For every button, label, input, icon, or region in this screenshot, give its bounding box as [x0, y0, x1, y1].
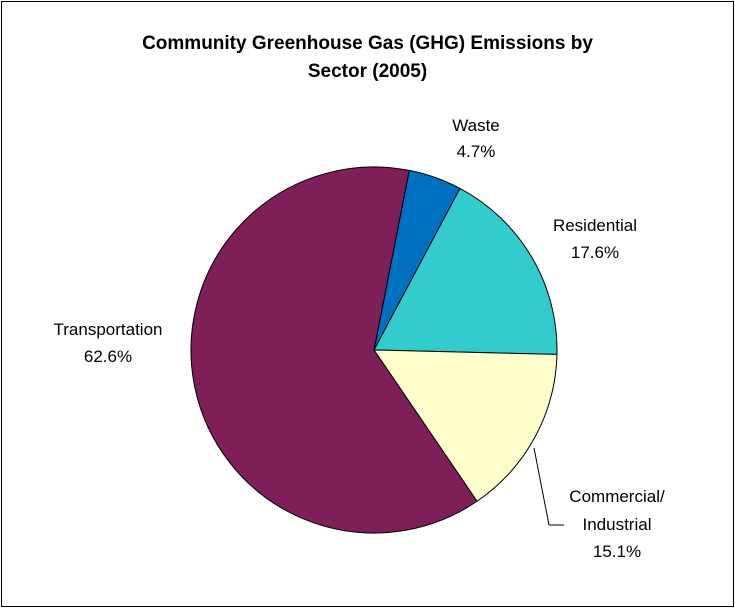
slice-label-commercial-industrial-2: Industrial: [583, 515, 652, 534]
chart-title-line-1: Community Greenhouse Gas (GHG) Emissions…: [142, 33, 593, 54]
slice-value-residential: 17.6%: [571, 243, 619, 262]
chart-title: Community Greenhouse Gas (GHG) Emissions…: [0, 30, 735, 86]
pie-slice-commercial: [373, 349, 558, 502]
slice-value-transportation: 62.6%: [84, 347, 132, 366]
slice-label-transportation: Transportation: [54, 320, 163, 339]
pie-slice-transportation: [190, 166, 478, 534]
leader-line-commercial-industrial: [533, 447, 550, 526]
chart-title-line-2: Sector (2005): [307, 61, 428, 82]
slice-label-waste: Waste: [452, 116, 500, 135]
pie-slice-residential: [373, 187, 558, 355]
slice-value-commercial-industrial: 15.1%: [593, 542, 641, 561]
slice-label-commercial-industrial-1: Commercial/: [569, 487, 665, 506]
slice-value-waste: 4.7%: [457, 142, 496, 161]
pie-slices: [190, 166, 558, 534]
slice-label-residential: Residential: [553, 216, 637, 235]
